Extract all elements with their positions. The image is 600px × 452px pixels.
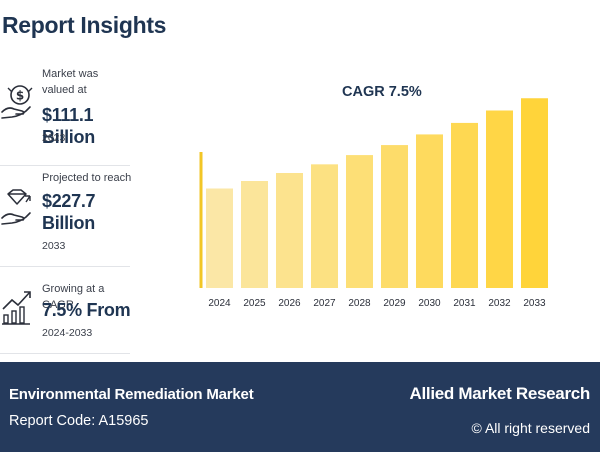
bar-2027 (311, 164, 338, 288)
x-tick-label: 2031 (453, 298, 476, 309)
page-title: Report Insights (2, 12, 167, 38)
x-tick-label: 2030 (418, 298, 441, 309)
bar-2024 (206, 188, 233, 288)
report-code: Report Code: A15965 (9, 413, 149, 429)
bar-2031 (451, 122, 478, 288)
growth-bars-icon (2, 291, 31, 325)
insight-value: $227.7 Billion (42, 191, 96, 233)
footer-bar: Environmental Remediation Market Report … (0, 362, 600, 452)
diamond-hand-icon (1, 189, 31, 225)
bar-2028 (346, 155, 373, 288)
bar-2029 (381, 145, 408, 288)
insight-label: Growing at a CAGR (42, 283, 105, 311)
x-tick-label: 2027 (313, 298, 336, 309)
bar-2033 (521, 98, 548, 288)
money-hand-icon: $ (1, 85, 33, 119)
insight-label: Market was valued at (42, 68, 99, 96)
insight-year: 2024-2033 (42, 327, 93, 339)
x-tick-label: 2029 (383, 298, 406, 309)
insight-cagr: Growing at a CAGR 7.5% From 2024-2033 (0, 266, 131, 367)
divider (0, 353, 130, 367)
bar-chart: CAGR 7.5% 2024 2025 2026 2027 2028 2029 2030 20… (195, 70, 565, 320)
x-tick-label: 2025 (243, 298, 266, 309)
bar-2026 (276, 173, 303, 288)
x-tick-label: 2024 (208, 298, 231, 309)
bar-2030 (416, 134, 443, 288)
x-tick-label: 2032 (488, 298, 511, 309)
bar-2025 (241, 181, 268, 288)
brand-name: Allied Market Research (409, 384, 591, 403)
rights-text: © All right reserved (471, 420, 590, 436)
x-tick-label: 2028 (348, 298, 371, 309)
chart-title: CAGR 7.5% (342, 84, 422, 100)
insight-projected-value: Projected to reach $227.7 Billion 2033 (0, 165, 132, 265)
x-tick-label: 2026 (278, 298, 301, 309)
insight-market-value: $ Market was valued at $111.1 Billion 20… (0, 60, 130, 160)
insight-year: 2033 (42, 240, 66, 252)
market-name: Environmental Remediation Market (9, 386, 254, 403)
svg-text:$: $ (16, 89, 24, 103)
bar-2032 (486, 110, 513, 288)
insight-year: 2023 (42, 132, 66, 144)
insight-value: $111.1 Billion (42, 105, 95, 147)
x-tick-label: 2033 (523, 298, 546, 309)
insight-label: Projected to reach (42, 172, 132, 184)
chart-plot: 2024 2025 2026 2027 2028 2029 2030 2031 2032 2033 (199, 98, 548, 309)
insight-value: 7.5% From (42, 300, 131, 320)
